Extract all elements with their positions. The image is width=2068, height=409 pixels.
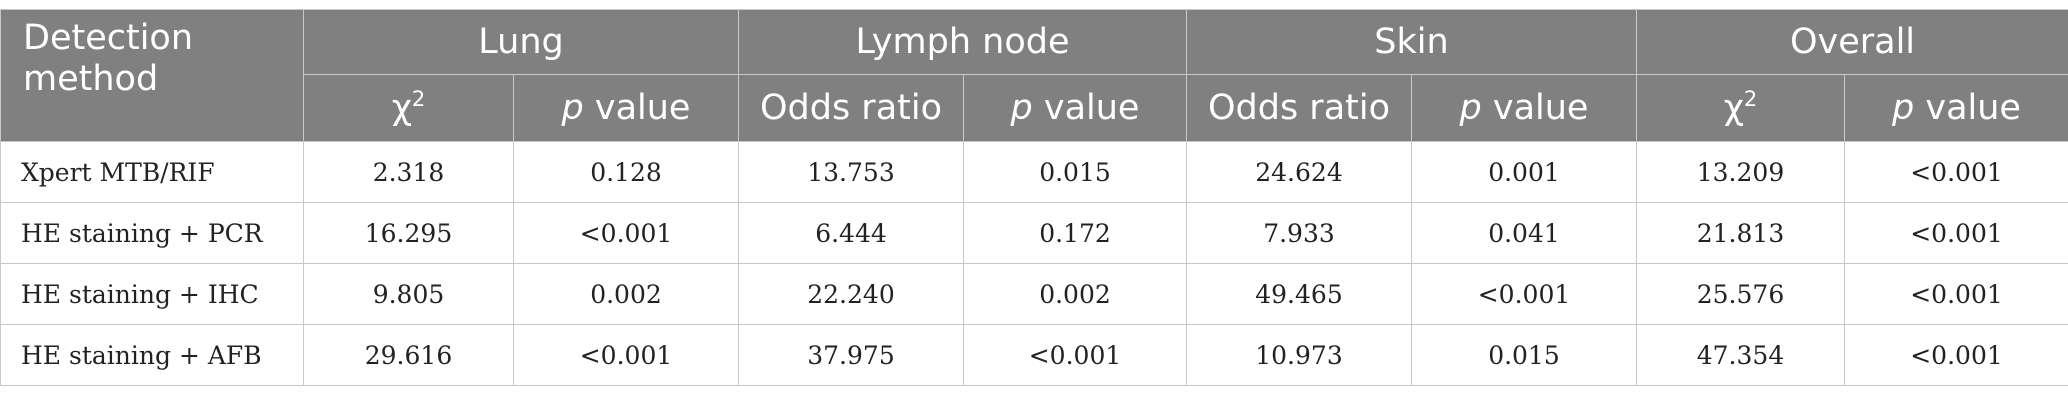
cell-skin-p-value: 0.041	[1411, 202, 1637, 264]
cell-overall-p-value: <0.001	[1844, 263, 2068, 325]
cell-skin-p-value: 0.015	[1411, 324, 1637, 386]
cell-skin-odds-ratio: 49.465	[1186, 263, 1412, 325]
cell-overall-p-value: <0.001	[1844, 324, 2068, 386]
header-group-skin: Skin	[1186, 9, 1637, 75]
table-body: Xpert MTB/RIF 2.318 0.128 13.753 0.015 2…	[0, 141, 2068, 386]
header-lung-chi-square: χ2	[303, 74, 514, 142]
header-lymph-p-value: p value	[963, 74, 1187, 142]
table-row: HE staining + PCR 16.295 <0.001 6.444 0.…	[0, 202, 2068, 264]
header-sub-row: χ2 p value Odds ratio p value Odds ratio…	[1, 74, 2068, 142]
cell-lymph-odds-ratio: 22.240	[738, 263, 964, 325]
table-row: HE staining + AFB 29.616 <0.001 37.975 <…	[0, 324, 2068, 386]
cell-lymph-p-value: 0.002	[963, 263, 1187, 325]
chi-superscript: 2	[1743, 87, 1758, 111]
table-row: Xpert MTB/RIF 2.318 0.128 13.753 0.015 2…	[0, 141, 2068, 203]
cell-skin-odds-ratio: 24.624	[1186, 141, 1412, 203]
cell-lung-chi-square: 9.805	[303, 263, 514, 325]
header-lymph-odds-ratio: Odds ratio	[738, 74, 964, 142]
header-group-overall: Overall	[1636, 9, 2068, 75]
row-label: HE staining + IHC	[0, 263, 304, 325]
p-letter: p	[1010, 88, 1033, 128]
cell-overall-chi-square: 47.354	[1636, 324, 1845, 386]
cell-lymph-p-value: 0.172	[963, 202, 1187, 264]
cell-overall-chi-square: 21.813	[1636, 202, 1845, 264]
table-row: HE staining + IHC 9.805 0.002 22.240 0.0…	[0, 263, 2068, 325]
row-label: HE staining + PCR	[0, 202, 304, 264]
cell-overall-p-value: <0.001	[1844, 202, 2068, 264]
p-letter: p	[1892, 88, 1915, 128]
header-skin-p-value: p value	[1411, 74, 1637, 142]
cell-lung-chi-square: 29.616	[303, 324, 514, 386]
row-label: Xpert MTB/RIF	[0, 141, 304, 203]
cell-lung-chi-square: 16.295	[303, 202, 514, 264]
cell-lung-p-value: 0.128	[513, 141, 739, 203]
p-value-suffix: value	[1914, 88, 2021, 128]
chi-symbol: χ	[1723, 88, 1744, 128]
header-group-lymph-node: Lymph node	[738, 9, 1187, 75]
cell-lymph-odds-ratio: 6.444	[738, 202, 964, 264]
header-group-lung: Lung	[303, 9, 739, 75]
detection-method-comparison-table: Detection method Lung Lymph node Skin Ov…	[0, 9, 2068, 386]
cell-lung-chi-square: 2.318	[303, 141, 514, 203]
cell-skin-p-value: <0.001	[1411, 263, 1637, 325]
cell-lymph-odds-ratio: 37.975	[738, 324, 964, 386]
row-label: HE staining + AFB	[0, 324, 304, 386]
chi-symbol: χ	[391, 88, 412, 128]
header-lung-p-value: p value	[513, 74, 739, 142]
p-value-suffix: value	[1032, 88, 1140, 128]
header-detection-method: Detection method	[0, 9, 304, 142]
p-letter: p	[1459, 88, 1482, 128]
header-overall-p-value: p value	[1844, 74, 2068, 142]
header-overall-chi-square: χ2	[1636, 74, 1845, 142]
cell-lung-p-value: 0.002	[513, 263, 739, 325]
cell-lung-p-value: <0.001	[513, 202, 739, 264]
cell-overall-chi-square: 13.209	[1636, 141, 1845, 203]
cell-overall-chi-square: 25.576	[1636, 263, 1845, 325]
p-value-suffix: value	[583, 88, 691, 128]
header-skin-odds-ratio: Odds ratio	[1186, 74, 1412, 142]
cell-skin-odds-ratio: 7.933	[1186, 202, 1412, 264]
cell-skin-p-value: 0.001	[1411, 141, 1637, 203]
header-group-row: Detection method Lung Lymph node Skin Ov…	[0, 9, 2068, 142]
cell-lymph-odds-ratio: 13.753	[738, 141, 964, 203]
cell-lymph-p-value: <0.001	[963, 324, 1187, 386]
cell-skin-odds-ratio: 10.973	[1186, 324, 1412, 386]
cell-lymph-p-value: 0.015	[963, 141, 1187, 203]
cell-overall-p-value: <0.001	[1844, 141, 2068, 203]
p-letter: p	[561, 88, 584, 128]
cell-lung-p-value: <0.001	[513, 324, 739, 386]
table-header: Detection method Lung Lymph node Skin Ov…	[0, 9, 2068, 142]
results-table-container: Detection method Lung Lymph node Skin Ov…	[0, 9, 2068, 386]
p-value-suffix: value	[1481, 88, 1589, 128]
chi-superscript: 2	[411, 87, 426, 111]
